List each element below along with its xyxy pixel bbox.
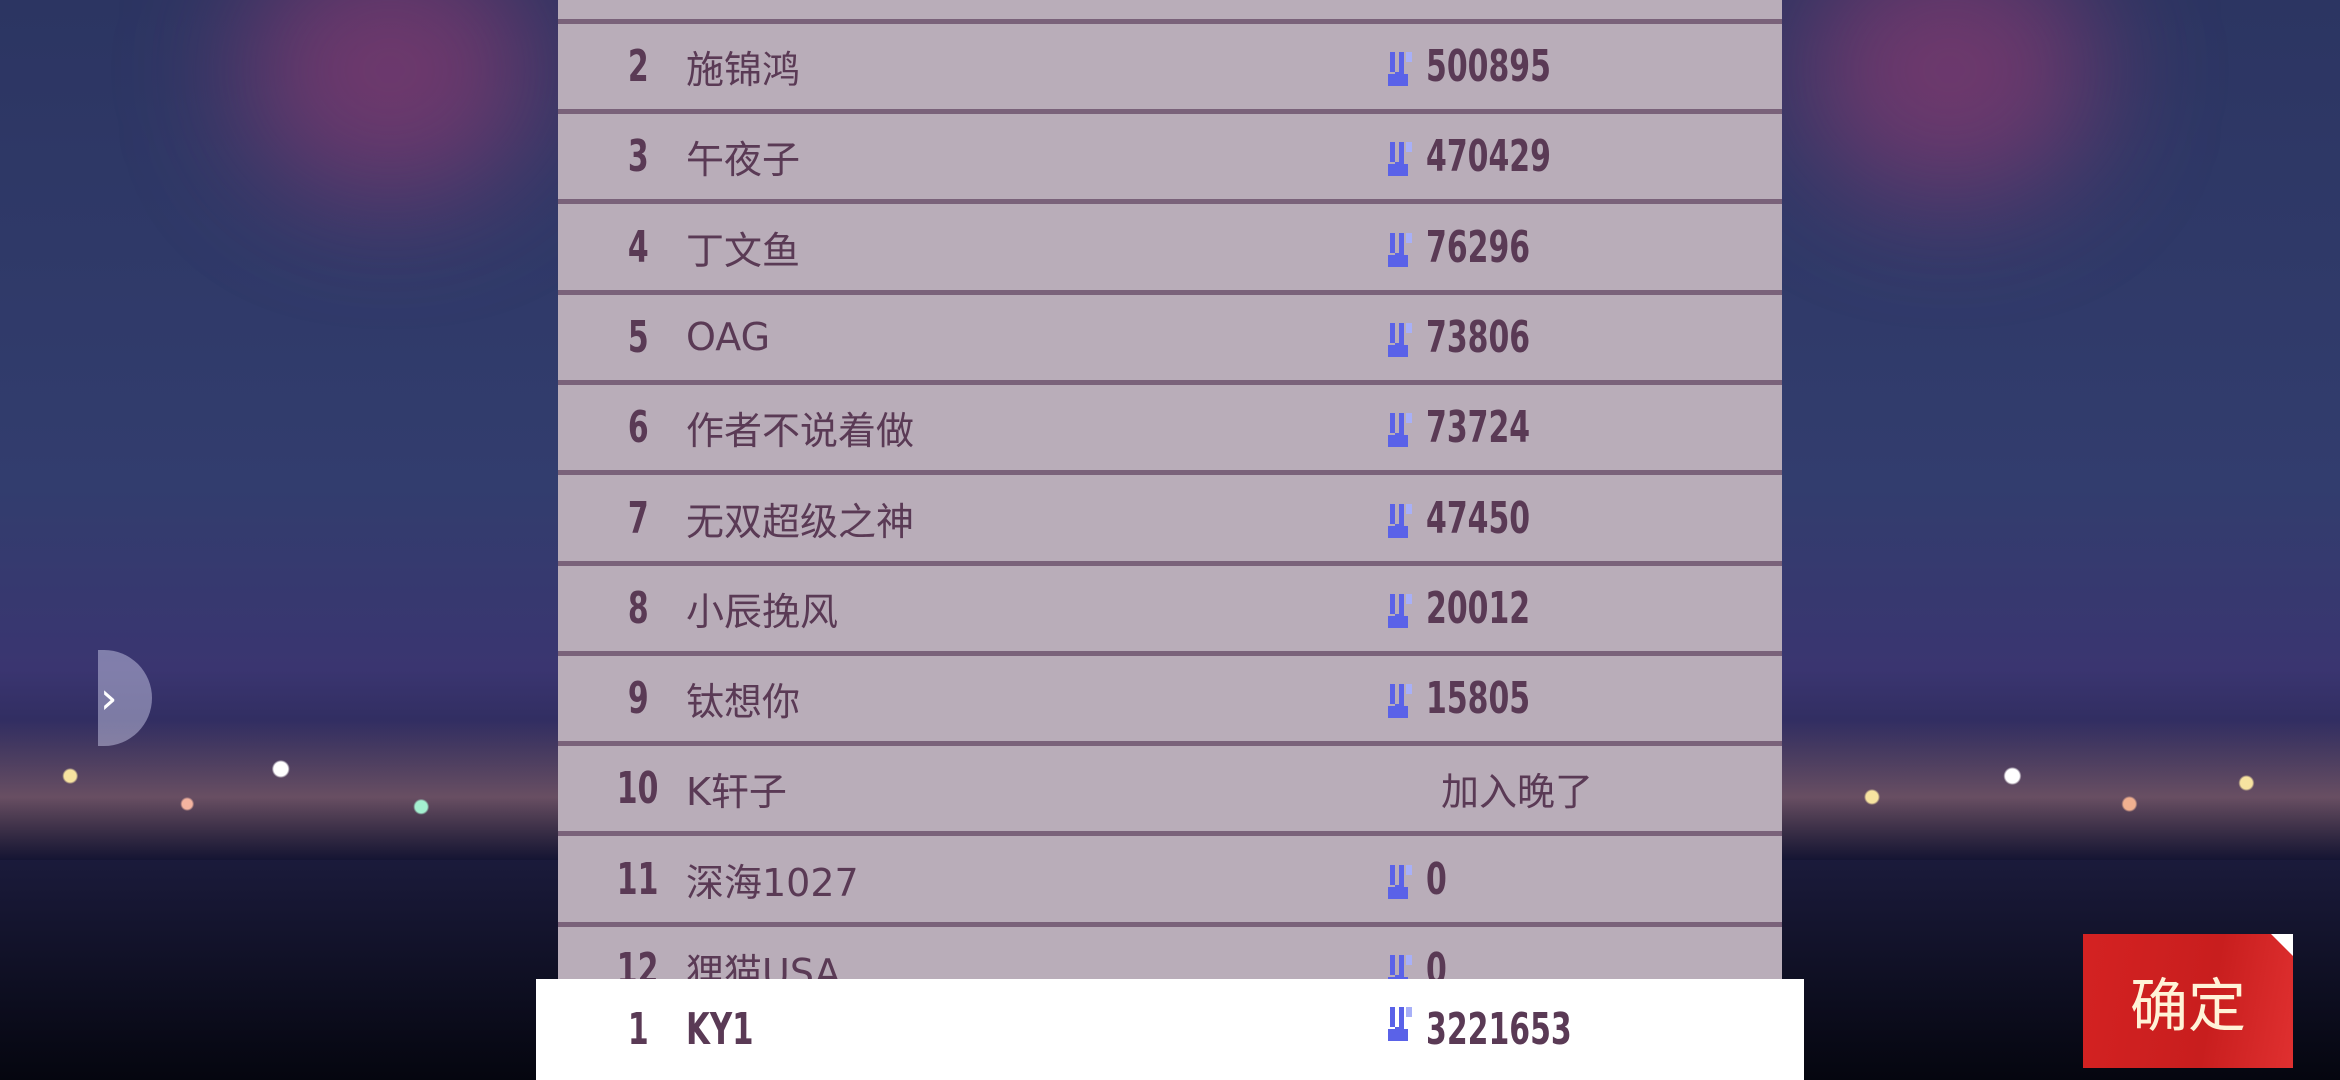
rank: 4	[627, 221, 649, 273]
score: 20012	[1426, 582, 1531, 634]
table-row[interactable]: 3 午夜子 470429	[558, 114, 1782, 205]
rank: 12	[617, 944, 659, 980]
bg-glow	[1800, 0, 2100, 200]
rank: 8	[627, 582, 649, 634]
table-row[interactable]: 5 OAG 73806	[558, 295, 1782, 385]
player-name: 丁文鱼	[686, 228, 801, 273]
victory-hand-icon	[1388, 864, 1412, 899]
player-name: 作者不说着做	[686, 409, 915, 454]
victory-hand-icon	[1388, 52, 1412, 86]
table-row[interactable]: 4 丁文鱼 76296	[558, 205, 1782, 295]
rank: 10	[617, 763, 659, 815]
rank: 2	[627, 41, 649, 92]
score: 3221653	[1426, 1004, 1572, 1055]
bg-glow	[240, 0, 540, 200]
victory-hand-icon	[1388, 413, 1412, 448]
rank: 11	[617, 853, 659, 905]
score: 470429	[1426, 131, 1551, 183]
table-row[interactable]: 8 小辰挽风 20012	[558, 566, 1782, 656]
score: 73724	[1426, 402, 1531, 454]
table-row[interactable]: 10 K轩子 加入晚了	[558, 746, 1782, 837]
rank: 7	[627, 492, 649, 544]
score: 15805	[1426, 673, 1531, 725]
table-row[interactable]: 2 施锦鸿 500895	[558, 24, 1782, 114]
victory-hand-icon	[1388, 232, 1412, 267]
victory-hand-icon	[1388, 503, 1412, 538]
player-name: 狸猫USA	[686, 951, 841, 980]
confirm-button[interactable]: 确定	[2083, 934, 2293, 1068]
player-name: KY1	[686, 1004, 754, 1055]
rank: 5	[627, 311, 649, 363]
score: 47450	[1426, 492, 1531, 544]
victory-hand-icon	[1388, 955, 1412, 980]
rank: 3	[627, 131, 649, 183]
player-name: OAG	[686, 315, 771, 360]
player-name: 施锦鸿	[686, 48, 801, 92]
player-name: 钛想你	[686, 680, 801, 725]
score: 73806	[1426, 311, 1531, 363]
rank: 6	[627, 402, 649, 454]
player-name: 小辰挽风	[686, 589, 839, 634]
victory-hand-icon	[1388, 593, 1412, 628]
leaderboard-list[interactable]: 2 施锦鸿 500895 3 午夜子 470429 4 丁文鱼 76296 5 OAG 73806 6 作…	[558, 0, 1782, 980]
status-text: 加入晚了	[1441, 770, 1594, 815]
table-row[interactable]: 11 深海1027 0	[558, 837, 1782, 927]
victory-hand-icon	[1388, 684, 1412, 719]
table-row[interactable]: 6 作者不说着做 73724	[558, 385, 1782, 476]
table-row[interactable]: 12 狸猫USA 0	[558, 927, 1782, 980]
my-rank-row: 1 KY1 3221653	[536, 979, 1804, 1080]
player-name: 深海1027	[686, 860, 859, 905]
player-name: 午夜子	[686, 138, 801, 183]
victory-hand-icon	[1388, 142, 1412, 177]
score: 0	[1426, 944, 1447, 980]
table-row	[558, 0, 1782, 24]
rank: 1	[627, 1004, 649, 1055]
table-row[interactable]: 9 钛想你 15805	[558, 656, 1782, 747]
victory-hand-icon	[1388, 322, 1412, 357]
score: 500895	[1426, 41, 1551, 92]
score: 76296	[1426, 221, 1531, 273]
score: 0	[1426, 853, 1447, 905]
rank: 9	[627, 673, 649, 725]
player-name: K轩子	[686, 770, 787, 815]
chevron-right-icon: ›	[100, 672, 118, 724]
victory-hand-icon	[1388, 1007, 1412, 1041]
player-name: 无双超级之神	[686, 499, 915, 544]
table-row[interactable]: 7 无双超级之神 47450	[558, 476, 1782, 566]
